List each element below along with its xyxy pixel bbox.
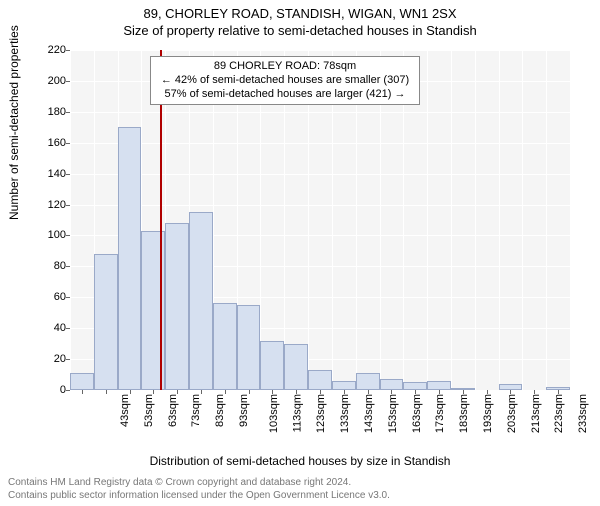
x-tick-label: 43sqm <box>119 394 131 427</box>
x-tick-label: 93sqm <box>238 394 250 427</box>
annotation-line: 57% of semi-detached houses are larger (… <box>157 88 413 102</box>
chart-title-sub: Size of property relative to semi-detach… <box>0 23 600 38</box>
y-tick-label: 60 <box>36 291 66 303</box>
histogram-bar <box>94 254 118 390</box>
histogram-bar <box>356 373 380 390</box>
x-tick-label: 133sqm <box>339 394 351 433</box>
histogram-bar <box>308 370 332 390</box>
y-tick-label: 40 <box>36 322 66 334</box>
x-tick-label: 213sqm <box>530 394 542 433</box>
y-tick-label: 20 <box>36 353 66 365</box>
x-tick-label: 113sqm <box>291 394 303 432</box>
chart-title-main: 89, CHORLEY ROAD, STANDISH, WIGAN, WN1 2… <box>0 6 600 21</box>
chart-plot-area: 89 CHORLEY ROAD: 78sqm← 42% of semi-deta… <box>70 50 570 390</box>
x-tick-label: 203sqm <box>506 394 518 433</box>
x-tick-label: 143sqm <box>363 394 375 433</box>
footer-attribution: Contains HM Land Registry data © Crown c… <box>8 477 390 502</box>
annotation-line: ← 42% of semi-detached houses are smalle… <box>157 74 413 88</box>
histogram-bar <box>118 127 142 390</box>
histogram-bar <box>427 381 451 390</box>
y-tick-label: 160 <box>36 137 66 149</box>
y-tick-label: 180 <box>36 106 66 118</box>
x-tick-label: 233sqm <box>577 394 589 433</box>
histogram-bar <box>260 341 284 390</box>
y-tick-label: 80 <box>36 260 66 272</box>
x-tick-label: 163sqm <box>411 394 423 433</box>
histogram-bar <box>380 379 404 390</box>
y-tick-label: 120 <box>36 199 66 211</box>
histogram-bar <box>70 373 94 390</box>
x-tick-label: 53sqm <box>143 394 155 427</box>
y-tick-label: 200 <box>36 75 66 87</box>
histogram-bar <box>165 223 189 390</box>
histogram-bar <box>403 382 427 390</box>
footer-line-1: Contains HM Land Registry data © Crown c… <box>8 477 390 490</box>
x-tick-label: 173sqm <box>435 394 447 433</box>
histogram-bar <box>213 303 237 390</box>
x-tick-label: 83sqm <box>214 394 226 427</box>
x-tick-label: 183sqm <box>458 394 470 433</box>
x-tick-label: 123sqm <box>316 394 328 433</box>
y-tick-label: 140 <box>36 168 66 180</box>
histogram-bar <box>237 305 261 390</box>
x-tick-label: 63sqm <box>167 394 179 427</box>
annotation-line: 89 CHORLEY ROAD: 78sqm <box>157 60 413 74</box>
histogram-bar <box>189 212 213 390</box>
y-tick-label: 100 <box>36 229 66 241</box>
histogram-bar <box>332 381 356 390</box>
x-tick-label: 153sqm <box>387 394 399 433</box>
annotation-box: 89 CHORLEY ROAD: 78sqm← 42% of semi-deta… <box>150 56 420 105</box>
histogram-bar <box>284 344 308 390</box>
footer-line-2: Contains public sector information licen… <box>8 490 390 503</box>
y-tick-label: 0 <box>36 384 66 396</box>
x-tick-label: 193sqm <box>482 394 494 433</box>
y-tick-label: 220 <box>36 44 66 56</box>
x-tick-label: 103sqm <box>268 394 280 433</box>
x-axis-label: Distribution of semi-detached houses by … <box>0 454 600 468</box>
y-axis-label: Number of semi-detached properties <box>7 25 21 220</box>
x-tick-label: 223sqm <box>554 394 566 433</box>
x-tick-label: 73sqm <box>190 394 202 427</box>
